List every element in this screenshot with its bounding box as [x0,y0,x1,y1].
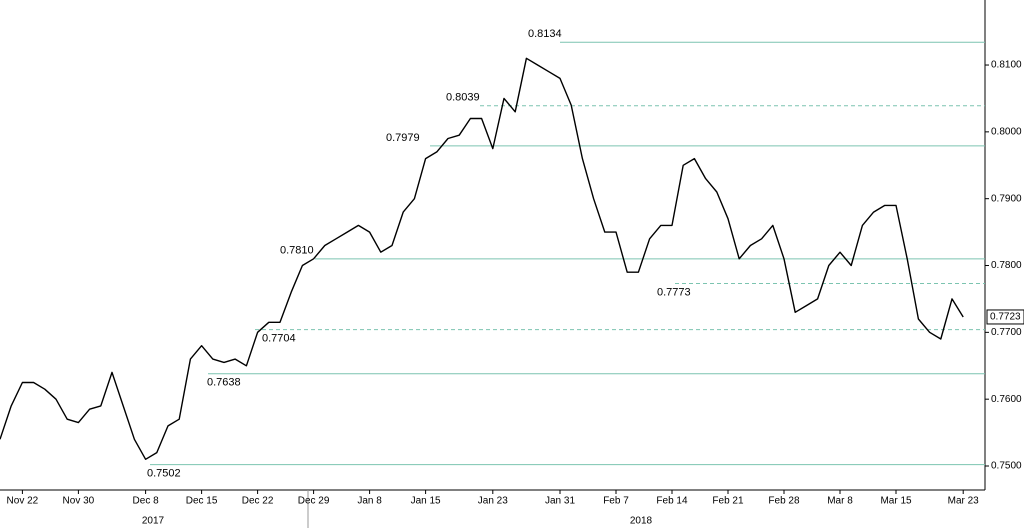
x-tick-label: Dec 22 [242,496,274,507]
level-label: 0.7502 [147,468,181,480]
y-tick-label: 0.7800 [991,260,1022,271]
price-line [0,57,964,460]
x-tick-label: Feb 21 [712,496,744,507]
y-tick-label: 0.7900 [991,193,1022,204]
x-tick-label: Jan 8 [357,496,382,507]
y-tick-label: 0.7500 [991,461,1022,472]
level-label: 0.7773 [657,286,691,298]
year-label: 2018 [630,516,653,527]
y-tick-label: 0.7700 [991,327,1022,338]
x-tick-label: Feb 28 [768,496,800,507]
year-label: 2017 [142,516,165,527]
x-tick-label: Jan 15 [411,496,441,507]
x-tick-label: Jan 23 [478,496,508,507]
x-tick-label: Mar 15 [880,496,912,507]
x-tick-label: Dec 15 [186,496,218,507]
level-label: 0.7704 [262,333,296,345]
x-tick-label: Nov 30 [63,496,95,507]
level-label: 0.7979 [386,132,420,144]
level-label: 0.8039 [446,92,480,104]
level-label: 0.7638 [207,377,241,389]
x-tick-label: Feb 14 [656,496,688,507]
level-label: 0.8134 [528,28,562,40]
last-price-box [986,309,1024,325]
x-tick-label: Feb 7 [603,496,629,507]
last-price-label: 0.7723 [990,312,1021,323]
y-tick-label: 0.8000 [991,126,1022,137]
x-tick-label: Dec 29 [298,496,330,507]
x-tick-label: Mar 8 [827,496,853,507]
x-tick-label: Mar 23 [948,496,980,507]
x-tick-label: Jan 31 [545,496,575,507]
x-tick-label: Dec 8 [133,496,160,507]
y-tick-label: 0.8100 [991,60,1022,71]
y-tick-label: 0.7600 [991,394,1022,405]
x-tick-label: Nov 22 [7,496,39,507]
level-label: 0.7810 [280,245,314,257]
